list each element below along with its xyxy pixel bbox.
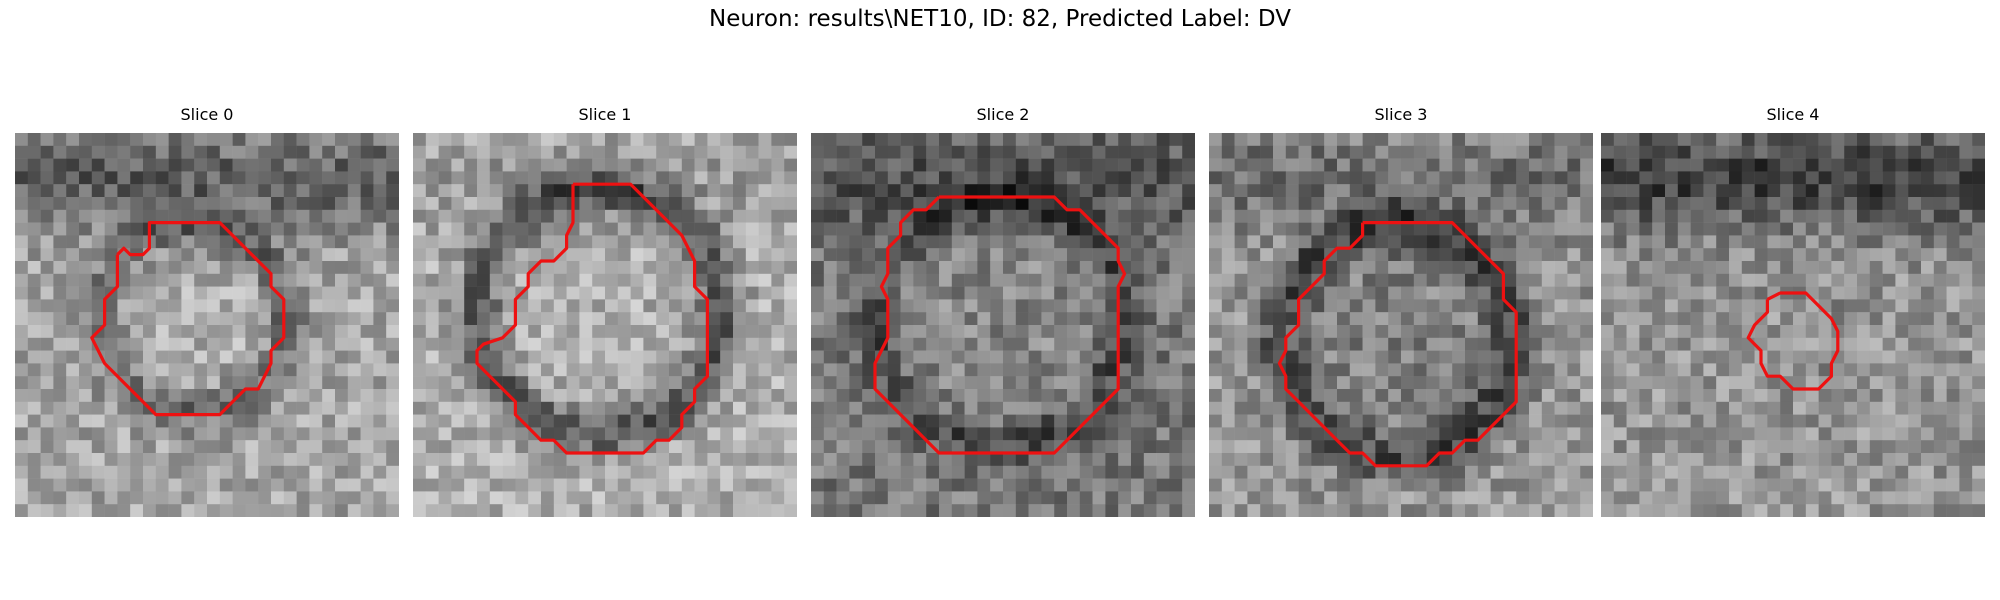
slice-image-1: [413, 133, 797, 517]
slice-panel-0: Slice 0: [15, 105, 399, 517]
slice-title: Slice 1: [578, 105, 632, 124]
slice-panel-3: Slice 3: [1209, 105, 1593, 517]
slice-panel-1: Slice 1: [413, 105, 797, 517]
contour-outline: [90, 221, 286, 417]
slice-title: Slice 4: [1766, 105, 1820, 124]
slice-image-4: [1601, 133, 1985, 517]
slice-title: Slice 3: [1374, 105, 1428, 124]
contour-outline: [475, 182, 710, 455]
slice-image-2: [811, 133, 1195, 517]
slice-title: Slice 2: [976, 105, 1030, 124]
slice-panel-2: Slice 2: [811, 105, 1195, 517]
slice-image-0: [15, 133, 399, 517]
slice-panel-4: Slice 4: [1601, 105, 1985, 517]
slice-image-3: [1209, 133, 1593, 517]
contour-outline: [873, 195, 1127, 455]
contour-outline: [1277, 221, 1518, 468]
slice-title: Slice 0: [180, 105, 234, 124]
figure-title: Neuron: results\NET10, ID: 82, Predicted…: [709, 6, 1291, 32]
contour-outline: [1746, 291, 1840, 391]
